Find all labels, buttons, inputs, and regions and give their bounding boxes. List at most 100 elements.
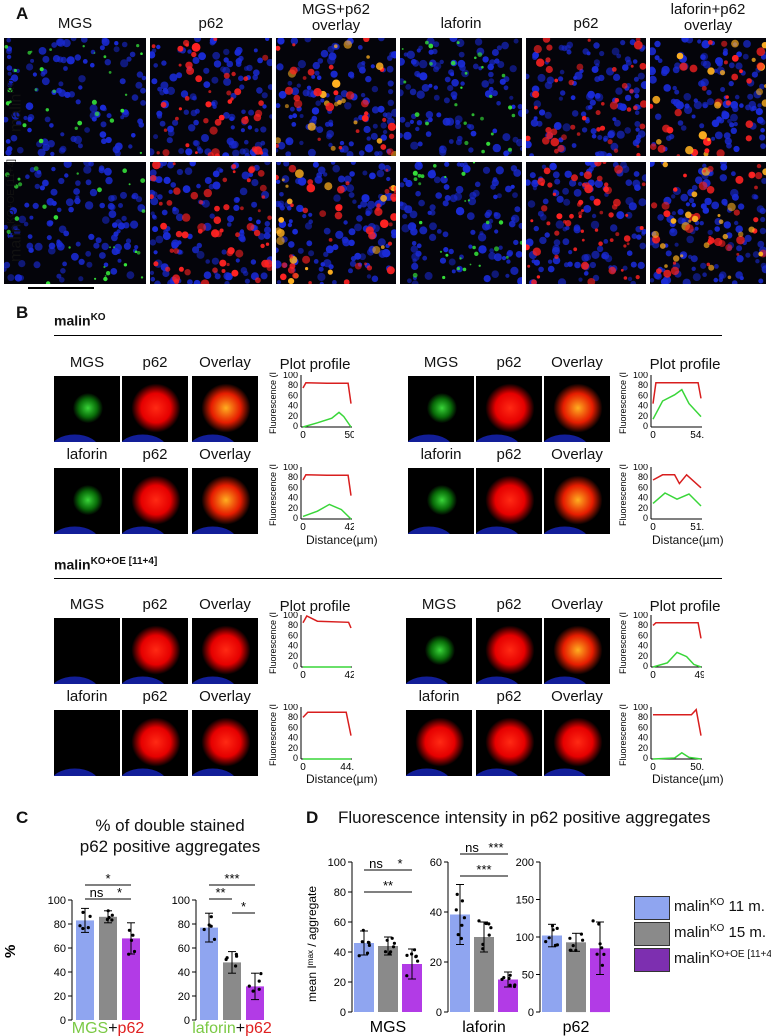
p62-image	[544, 710, 610, 776]
bar	[498, 979, 518, 1012]
data-point	[481, 947, 485, 951]
tick-label: 40	[178, 967, 190, 979]
data-point	[513, 983, 517, 987]
cell-header: MGS	[421, 596, 457, 613]
svg-text:40: 40	[288, 493, 298, 503]
bar	[200, 927, 218, 1020]
data-point	[579, 932, 583, 936]
p62-image	[192, 618, 258, 684]
plot-profile: Fluorescence (I) 100 80 60 40 20 0 0 42	[268, 609, 356, 681]
plot-xlabel: Distance(µm)	[306, 772, 378, 786]
data-point	[574, 948, 578, 952]
data-point	[477, 919, 481, 923]
svg-text:100: 100	[633, 464, 648, 472]
significance-label: ns	[465, 840, 479, 855]
bar	[76, 920, 94, 1020]
data-point	[106, 909, 110, 913]
plot-xlabel: Distance(µm)	[306, 533, 378, 547]
cell-header: Overlay	[199, 446, 251, 463]
data-point	[598, 942, 602, 946]
svg-text:20: 20	[638, 743, 648, 753]
legend-label-ko-15: malinKO 15 m.	[674, 923, 766, 941]
svg-text:60: 60	[638, 390, 648, 400]
svg-text:40: 40	[288, 401, 298, 411]
svg-text:80: 80	[288, 712, 298, 722]
svg-text:100: 100	[283, 704, 298, 712]
micrograph-tile	[400, 38, 522, 156]
legend-swatch-ko-15	[634, 922, 670, 946]
data-point	[487, 922, 491, 926]
bar	[99, 916, 117, 1020]
p62-image	[476, 710, 542, 776]
data-point	[416, 959, 420, 963]
micrograph-tile	[650, 162, 766, 284]
micrograph-tile	[150, 38, 272, 156]
tick-label: 200	[516, 857, 534, 869]
svg-text:0: 0	[293, 421, 298, 431]
plot-title: Plot profile	[649, 598, 721, 615]
svg-text:40: 40	[288, 733, 298, 743]
data-point	[127, 928, 131, 932]
p62-image	[476, 376, 542, 442]
svg-text:20: 20	[638, 651, 648, 661]
tick-label: 40	[430, 907, 442, 919]
column-header: p62	[573, 15, 599, 32]
data-point	[460, 899, 464, 903]
svg-text:Fluorescence (I): Fluorescence (I)	[618, 704, 628, 766]
svg-text:49: 49	[694, 670, 704, 680]
group-title-malin-ko-oe: malinKO+OE [11+4]	[54, 556, 158, 573]
tick-label: 20	[334, 977, 346, 989]
svg-text:20: 20	[288, 651, 298, 661]
overlay-image	[544, 618, 610, 684]
svg-text:20: 20	[288, 411, 298, 421]
svg-text:100: 100	[633, 372, 648, 380]
svg-text:0: 0	[650, 670, 656, 680]
column-header: MGS+p62 overlay	[302, 1, 370, 34]
data-point	[568, 936, 572, 940]
micrograph-tile	[526, 38, 646, 156]
cell-header: p62	[142, 354, 168, 371]
overlay-image	[544, 376, 610, 442]
svg-text:42: 42	[344, 522, 354, 532]
svg-text:42: 42	[344, 670, 354, 680]
bar	[223, 962, 241, 1020]
svg-text:0: 0	[643, 661, 648, 671]
significance-label: **	[215, 885, 225, 900]
data-point	[361, 928, 365, 932]
svg-text:Fluorescence (I): Fluorescence (I)	[618, 612, 628, 674]
p62-image	[122, 376, 188, 442]
svg-text:0: 0	[643, 753, 648, 763]
micrograph-tile	[650, 38, 766, 156]
svg-text:0: 0	[300, 522, 306, 532]
data-point	[600, 963, 604, 967]
data-point	[367, 941, 371, 945]
cell-header: Overlay	[199, 688, 251, 705]
data-point	[462, 916, 466, 920]
data-point	[551, 928, 555, 932]
svg-text:40: 40	[288, 641, 298, 651]
cell-header: p62	[142, 688, 168, 705]
panel-d-title: Fluorescence intensity in p62 positive a…	[338, 808, 711, 827]
channel-image	[406, 618, 472, 684]
svg-text:60: 60	[288, 630, 298, 640]
data-point	[131, 933, 135, 937]
legend-swatch-ko-11	[634, 896, 670, 920]
data-point	[414, 954, 418, 958]
svg-text:80: 80	[288, 472, 298, 482]
tick-label: 0	[60, 1015, 66, 1027]
svg-text:0: 0	[293, 753, 298, 763]
p62-image	[122, 618, 188, 684]
panel-d-label: D	[306, 808, 319, 827]
micrograph-tile	[4, 38, 146, 156]
data-point	[507, 976, 511, 981]
channel-image	[54, 710, 120, 776]
tick-label: 60	[334, 917, 346, 929]
svg-text:40: 40	[638, 401, 648, 411]
overlay-image	[192, 376, 258, 442]
data-point	[127, 952, 131, 956]
svg-text:60: 60	[638, 630, 648, 640]
cell-header: p62	[496, 596, 522, 613]
cell-header: p62	[496, 446, 522, 463]
